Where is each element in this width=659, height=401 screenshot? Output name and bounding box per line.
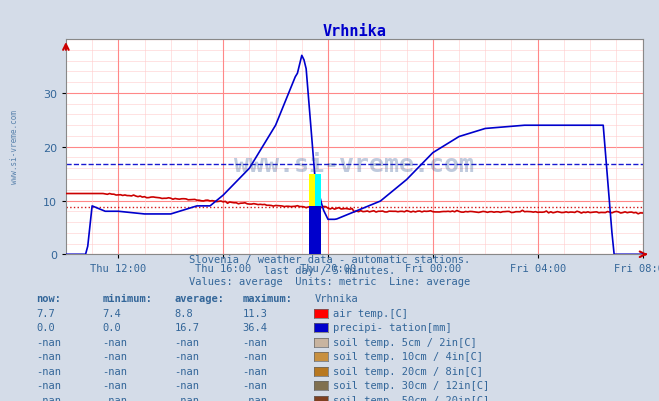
Text: 36.4: 36.4 <box>243 322 268 332</box>
Text: average:: average: <box>175 294 225 304</box>
Text: www.si-vreme.com: www.si-vreme.com <box>10 109 19 183</box>
Text: -nan: -nan <box>36 366 61 376</box>
Bar <box>309 174 315 207</box>
Text: now:: now: <box>36 294 61 304</box>
Text: -nan: -nan <box>102 380 127 390</box>
Text: Slovenia / weather data - automatic stations.: Slovenia / weather data - automatic stat… <box>189 255 470 265</box>
Text: soil temp. 5cm / 2in[C]: soil temp. 5cm / 2in[C] <box>333 337 477 347</box>
Text: -nan: -nan <box>102 351 127 361</box>
Text: soil temp. 10cm / 4in[C]: soil temp. 10cm / 4in[C] <box>333 351 484 361</box>
Text: -nan: -nan <box>175 351 200 361</box>
Text: 7.7: 7.7 <box>36 308 55 318</box>
Text: -nan: -nan <box>243 366 268 376</box>
Text: -nan: -nan <box>243 395 268 401</box>
Text: -nan: -nan <box>175 395 200 401</box>
Title: Vrhnika: Vrhnika <box>322 24 386 39</box>
Text: -nan: -nan <box>36 351 61 361</box>
Text: -nan: -nan <box>102 337 127 347</box>
Text: -nan: -nan <box>175 337 200 347</box>
Bar <box>309 207 321 255</box>
Text: -nan: -nan <box>36 380 61 390</box>
Text: soil temp. 20cm / 8in[C]: soil temp. 20cm / 8in[C] <box>333 366 484 376</box>
Text: maximum:: maximum: <box>243 294 293 304</box>
Text: -nan: -nan <box>36 395 61 401</box>
Text: 7.4: 7.4 <box>102 308 121 318</box>
Text: -nan: -nan <box>102 395 127 401</box>
Text: minimum:: minimum: <box>102 294 152 304</box>
Text: -nan: -nan <box>36 337 61 347</box>
Text: -nan: -nan <box>243 351 268 361</box>
Text: Values: average  Units: metric  Line: average: Values: average Units: metric Line: aver… <box>189 276 470 286</box>
Text: 16.7: 16.7 <box>175 322 200 332</box>
Text: 11.3: 11.3 <box>243 308 268 318</box>
Text: 0.0: 0.0 <box>36 322 55 332</box>
Text: soil temp. 50cm / 20in[C]: soil temp. 50cm / 20in[C] <box>333 395 490 401</box>
Text: -nan: -nan <box>175 380 200 390</box>
Bar <box>315 174 321 207</box>
Text: 8.8: 8.8 <box>175 308 193 318</box>
Text: 0.0: 0.0 <box>102 322 121 332</box>
Text: air temp.[C]: air temp.[C] <box>333 308 409 318</box>
Text: precipi- tation[mm]: precipi- tation[mm] <box>333 322 452 332</box>
Text: -nan: -nan <box>175 366 200 376</box>
Text: -nan: -nan <box>243 380 268 390</box>
Text: -nan: -nan <box>243 337 268 347</box>
Text: Vrhnika: Vrhnika <box>315 294 358 304</box>
Text: soil temp. 30cm / 12in[C]: soil temp. 30cm / 12in[C] <box>333 380 490 390</box>
Text: last day / 5 minutes.: last day / 5 minutes. <box>264 265 395 275</box>
Text: www.si-vreme.com: www.si-vreme.com <box>234 152 474 176</box>
Text: -nan: -nan <box>102 366 127 376</box>
